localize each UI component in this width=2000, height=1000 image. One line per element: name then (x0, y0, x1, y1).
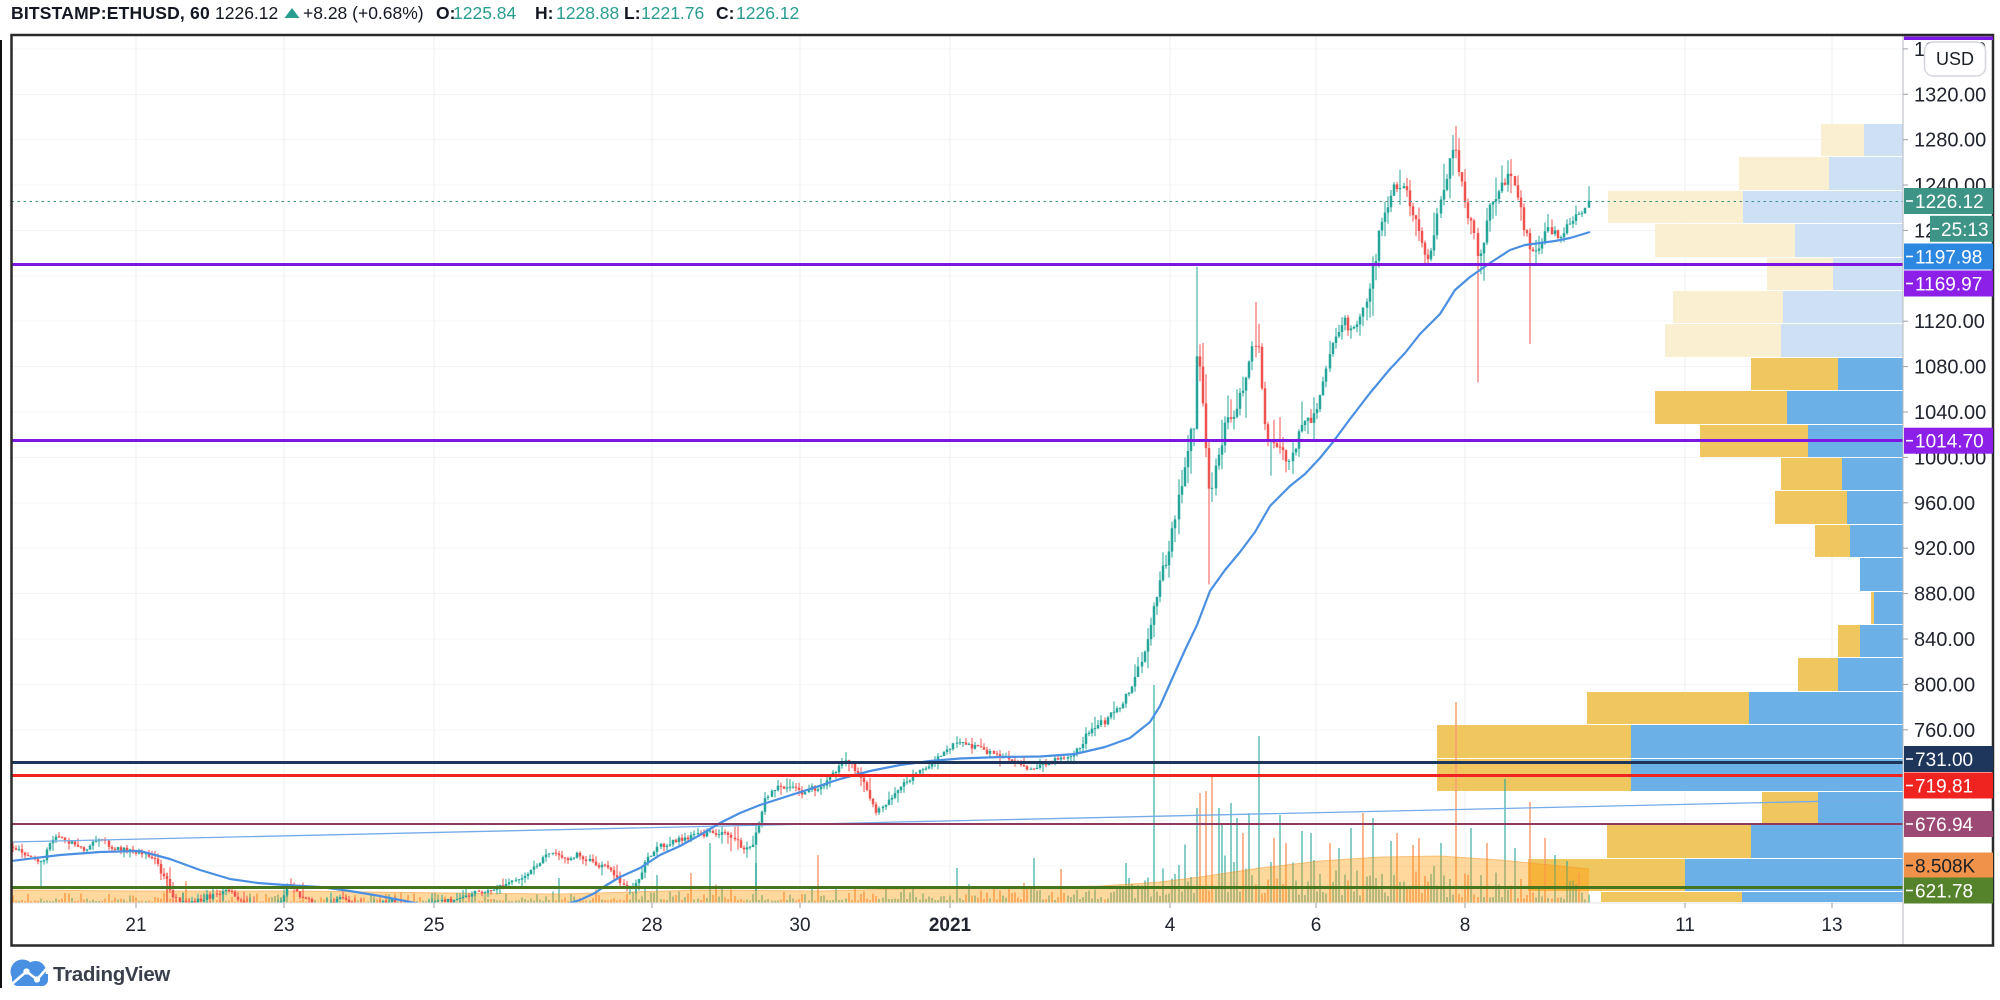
svg-text:13: 13 (1821, 915, 1842, 936)
svg-text:21: 21 (125, 915, 146, 936)
svg-text:760.00: 760.00 (1914, 720, 1975, 742)
svg-text:USD: USD (1936, 49, 1974, 69)
svg-text:960.00: 960.00 (1914, 493, 1975, 515)
svg-text:880.00: 880.00 (1914, 584, 1975, 606)
svg-text:4: 4 (1165, 915, 1176, 936)
svg-text:BITSTAMP:ETHUSD, 60: BITSTAMP:ETHUSD, 60 (11, 3, 210, 23)
svg-text:23: 23 (273, 915, 294, 936)
svg-text:O:: O: (436, 3, 455, 23)
svg-text:1226.12: 1226.12 (736, 3, 799, 23)
svg-text:1040.00: 1040.00 (1914, 402, 1986, 424)
svg-text:1169.97: 1169.97 (1915, 275, 1982, 296)
svg-text:30: 30 (789, 915, 810, 936)
svg-text:1014.70: 1014.70 (1915, 432, 1984, 453)
svg-text:2021: 2021 (929, 915, 972, 936)
svg-text:1120.00: 1120.00 (1914, 311, 1985, 333)
svg-text:1280.00: 1280.00 (1914, 130, 1986, 152)
svg-text:H:: H: (535, 3, 553, 23)
svg-text:800.00: 800.00 (1914, 674, 1975, 696)
svg-text:28: 28 (641, 915, 662, 936)
svg-text:1225.84: 1225.84 (453, 3, 517, 23)
svg-text:731.00: 731.00 (1915, 750, 1973, 771)
svg-text:1228.88: 1228.88 (556, 3, 619, 23)
svg-text:1080.00: 1080.00 (1914, 357, 1986, 379)
svg-text:25: 25 (423, 915, 444, 936)
svg-text:1197.98: 1197.98 (1915, 248, 1982, 269)
svg-text:1226.12: 1226.12 (215, 3, 278, 23)
svg-text:1221.76: 1221.76 (641, 3, 704, 23)
svg-text:719.81: 719.81 (1915, 777, 1973, 798)
svg-text:1226.12: 1226.12 (1915, 192, 1984, 213)
svg-text:621.78: 621.78 (1915, 882, 1973, 903)
svg-text:TradingView: TradingView (53, 963, 170, 986)
svg-text:+8.28 (+0.68%): +8.28 (+0.68%) (303, 3, 424, 23)
svg-text:676.94: 676.94 (1915, 815, 1974, 836)
svg-text:25:13: 25:13 (1941, 220, 1989, 241)
svg-text:1320.00: 1320.00 (1914, 84, 1986, 106)
svg-text:840.00: 840.00 (1914, 629, 1975, 651)
svg-text:L:: L: (624, 3, 641, 23)
svg-text:11: 11 (1675, 915, 1695, 936)
svg-text:920.00: 920.00 (1914, 538, 1975, 560)
svg-text:8.508K: 8.508K (1915, 857, 1976, 878)
svg-text:8: 8 (1460, 915, 1471, 936)
svg-text:C:: C: (716, 3, 734, 23)
svg-text:6: 6 (1311, 915, 1322, 936)
